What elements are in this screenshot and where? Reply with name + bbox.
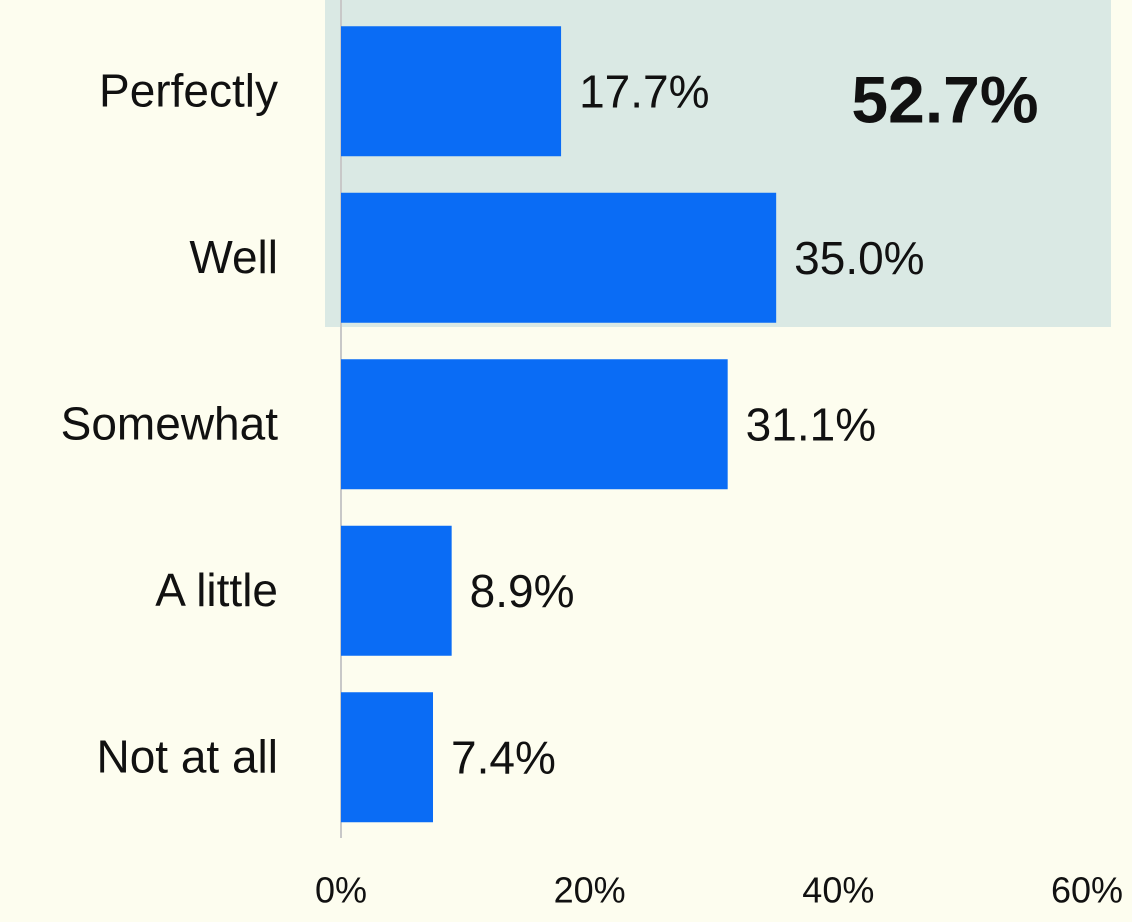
bar (341, 525, 452, 656)
y-tick-label: Not at all (96, 730, 278, 782)
value-label: 7.4% (451, 731, 556, 783)
value-label: 31.1% (746, 398, 876, 450)
y-tick-label: Well (189, 231, 278, 283)
annotation: 52.7% (851, 62, 1038, 136)
x-tick-label: 20% (554, 870, 626, 911)
value-label: 35.0% (794, 232, 924, 284)
x-tick-label: 0% (315, 870, 367, 911)
y-tick-label: Somewhat (61, 397, 279, 449)
bar (341, 26, 562, 157)
value-label: 17.7% (579, 65, 709, 117)
y-tick-label: Perfectly (99, 64, 278, 116)
x-tick-label: 60% (1051, 870, 1123, 911)
x-tick-label: 40% (802, 870, 874, 911)
y-tick-label: A little (155, 564, 278, 616)
value-label: 8.9% (470, 565, 575, 617)
bar (341, 192, 777, 323)
bar (341, 692, 434, 823)
bar (341, 359, 728, 490)
